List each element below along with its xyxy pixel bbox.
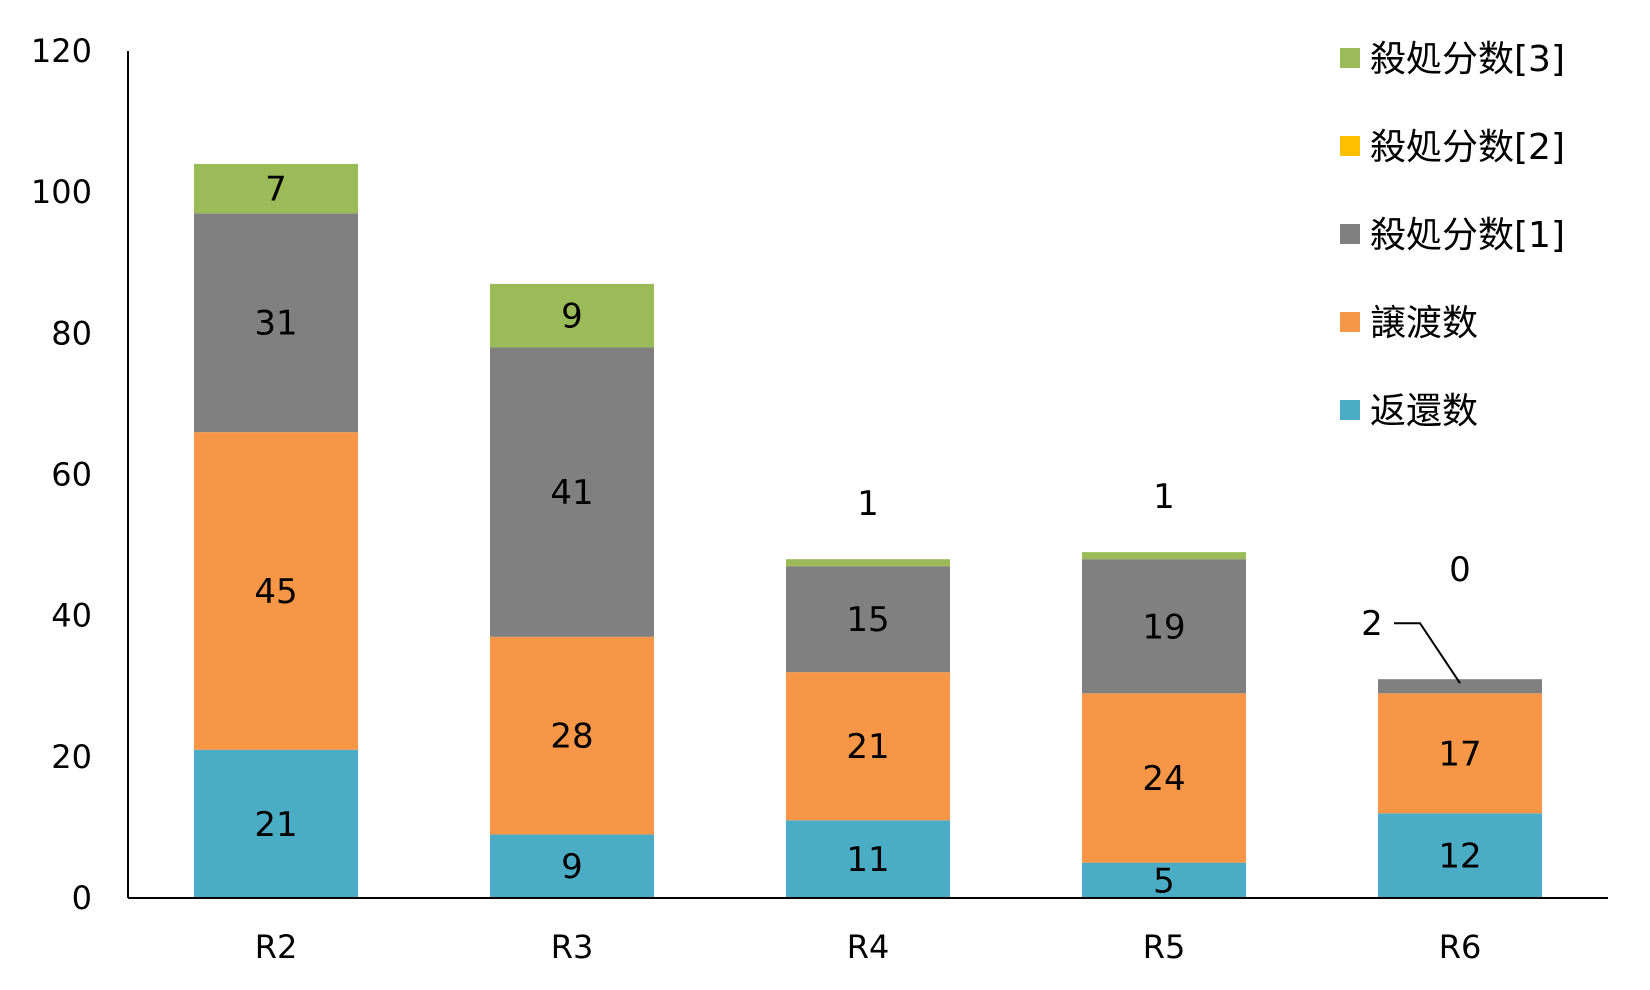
bar-r4-series-0 bbox=[786, 820, 950, 898]
data-label-r4-series-0: 11 bbox=[846, 840, 889, 880]
data-label-r2-series-1: 45 bbox=[254, 572, 297, 612]
x-tick-label-r5: R5 bbox=[1143, 928, 1186, 966]
data-label-r4-series-4: 1 bbox=[857, 484, 879, 524]
data-label-r4-series-2: 15 bbox=[846, 600, 889, 640]
leader-line-r6-series-2 bbox=[1394, 622, 1461, 684]
data-label-r3-series-1: 28 bbox=[550, 717, 593, 757]
data-label-r6-series-4: 0 bbox=[1449, 550, 1471, 590]
bar-r5-series-2 bbox=[1082, 559, 1246, 694]
y-tick-label-100: 100 bbox=[31, 173, 92, 211]
data-label-r2-series-0: 21 bbox=[254, 805, 297, 845]
bar-r4-series-4 bbox=[786, 559, 950, 567]
bar-r3-series-4 bbox=[490, 283, 654, 348]
data-label-r3-series-4: 9 bbox=[561, 297, 583, 337]
legend-label-series-4: 殺処分数[3] bbox=[1370, 39, 1565, 80]
legend-label-series-3: 殺処分数[2] bbox=[1370, 127, 1565, 168]
plot-area bbox=[194, 163, 1542, 898]
bar-r2-series-1 bbox=[194, 432, 358, 750]
legend-swatch-series-2 bbox=[1340, 224, 1360, 244]
data-label-r3-series-2: 41 bbox=[550, 473, 593, 513]
bar-r3-series-0 bbox=[490, 834, 654, 898]
bar-r6-series-0 bbox=[1378, 813, 1542, 898]
legend-label-series-1: 譲渡数 bbox=[1370, 303, 1478, 344]
data-label-r5-series-4: 1 bbox=[1153, 477, 1175, 517]
legend-swatch-series-1 bbox=[1340, 312, 1360, 332]
bar-r5-series-4 bbox=[1082, 552, 1246, 560]
x-tick-label-r4: R4 bbox=[847, 928, 890, 966]
legend-swatch-series-3 bbox=[1340, 136, 1360, 156]
legend-label-series-2: 殺処分数[1] bbox=[1370, 215, 1565, 256]
bar-r2-series-0 bbox=[194, 749, 358, 898]
data-label-r2-series-2: 31 bbox=[254, 304, 297, 344]
bar-r5-series-0 bbox=[1082, 862, 1246, 898]
bar-r6-series-1 bbox=[1378, 693, 1542, 814]
bar-r4-series-2 bbox=[786, 566, 950, 673]
bar-r3-series-2 bbox=[490, 347, 654, 637]
legend-label-series-0: 返還数 bbox=[1370, 391, 1478, 432]
bar-r3-series-1 bbox=[490, 636, 654, 835]
legend-swatch-series-0 bbox=[1340, 400, 1360, 420]
data-label-r6-series-0: 12 bbox=[1438, 837, 1481, 877]
y-tick-label-60: 60 bbox=[51, 456, 92, 494]
y-tick-label-80: 80 bbox=[51, 314, 92, 352]
data-label-r5-series-1: 24 bbox=[1142, 759, 1185, 799]
y-tick-label-40: 40 bbox=[51, 597, 92, 635]
data-label-r4-series-1: 21 bbox=[846, 727, 889, 767]
y-tick-label-20: 20 bbox=[51, 738, 92, 776]
data-label-r2-series-4: 7 bbox=[265, 170, 287, 210]
legend-swatch-series-4 bbox=[1340, 48, 1360, 68]
y-tick-label-0: 0 bbox=[72, 879, 92, 917]
data-label-r5-series-2: 19 bbox=[1142, 607, 1185, 647]
bar-r2-series-4 bbox=[194, 163, 358, 214]
x-tick-label-r6: R6 bbox=[1439, 928, 1482, 966]
data-label-r6-series-1: 17 bbox=[1438, 734, 1481, 774]
bar-r2-series-2 bbox=[194, 213, 358, 433]
data-label-r6-series-2: 2 bbox=[1361, 604, 1383, 644]
x-tick-label-r3: R3 bbox=[551, 928, 594, 966]
y-tick-label-120: 120 bbox=[31, 32, 92, 70]
data-label-r3-series-0: 9 bbox=[561, 847, 583, 887]
bar-r6-series-2 bbox=[1378, 679, 1542, 694]
data-label-r5-series-0: 5 bbox=[1153, 861, 1175, 901]
bar-r4-series-1 bbox=[786, 672, 950, 821]
bar-r5-series-1 bbox=[1082, 693, 1246, 863]
x-tick-label-r2: R2 bbox=[255, 928, 298, 966]
